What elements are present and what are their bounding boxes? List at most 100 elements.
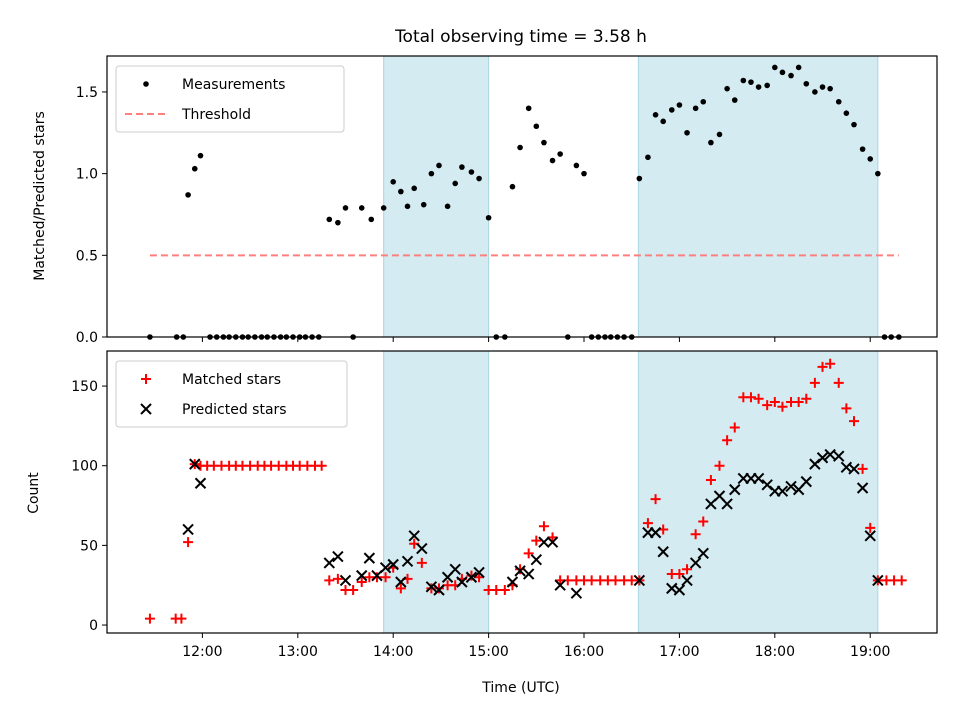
y-tick-label: 150 bbox=[71, 379, 98, 395]
measurement-point bbox=[452, 180, 459, 187]
measurement-point bbox=[517, 144, 523, 151]
matched-stars-point bbox=[857, 463, 868, 474]
predicted-stars-point bbox=[356, 569, 368, 582]
predicted-stars-point bbox=[721, 498, 733, 510]
measurement-point bbox=[533, 123, 540, 130]
predicted-stars-point bbox=[522, 568, 535, 580]
measurement-point bbox=[660, 118, 666, 125]
matched-stars-point bbox=[499, 584, 510, 595]
legend: Matched stars Predicted stars bbox=[115, 360, 348, 428]
y-tick-label: 100 bbox=[71, 459, 98, 475]
measurement-point bbox=[485, 214, 492, 221]
predicted-stars-point bbox=[856, 482, 869, 494]
y-tick-label: 1.0 bbox=[76, 167, 98, 183]
predicted-stars-point bbox=[800, 475, 813, 488]
x-tick-label: 16:00 bbox=[564, 644, 604, 660]
predicted-stars-point bbox=[530, 554, 543, 566]
measurement-point bbox=[788, 72, 794, 79]
predicted-stars-point bbox=[538, 536, 550, 548]
measurement-point bbox=[676, 102, 683, 108]
measurement-point bbox=[581, 170, 587, 177]
y-tick-label: 1.5 bbox=[76, 85, 98, 101]
measurement-point bbox=[468, 169, 475, 175]
predicted-stars-point bbox=[408, 530, 420, 542]
measurement-point bbox=[549, 157, 556, 164]
predicted-stars-point bbox=[824, 448, 836, 461]
measurement-point bbox=[867, 156, 874, 162]
predicted-stars-point bbox=[546, 536, 559, 548]
measurement-point bbox=[851, 121, 857, 128]
measurement-point bbox=[748, 79, 754, 85]
legend-measurement-swatch bbox=[143, 81, 149, 87]
predicted-stars-point bbox=[433, 584, 445, 596]
panel-ratio: 0.0 0.5 1.0 1.5 Measurements Threshold bbox=[76, 55, 938, 346]
matched-stars-point bbox=[531, 535, 542, 546]
legend-label: Predicted stars bbox=[182, 402, 287, 418]
matched-stars-point bbox=[491, 584, 502, 595]
measurement-point bbox=[444, 203, 451, 210]
matched-stars-point bbox=[745, 392, 756, 403]
matched-stars-point bbox=[729, 422, 740, 433]
measurement-point bbox=[557, 151, 563, 157]
measurement-point bbox=[436, 162, 442, 169]
predicted-stars-point bbox=[332, 550, 344, 563]
measurement-point bbox=[420, 201, 427, 208]
measurement-point bbox=[843, 110, 850, 116]
measurement-point bbox=[755, 84, 762, 90]
shaded-interval-1 bbox=[383, 55, 490, 338]
predicted-stars-point bbox=[816, 452, 829, 464]
measurement-point bbox=[185, 192, 191, 198]
matched-stars-point bbox=[395, 583, 406, 594]
series-predicted-stars bbox=[182, 448, 884, 599]
measurement-point bbox=[812, 89, 818, 95]
predicted-stars-point bbox=[570, 587, 583, 599]
x-tick-label: 13:00 bbox=[278, 644, 318, 660]
panel-frame bbox=[106, 350, 938, 634]
measurement-point bbox=[342, 205, 349, 211]
measurement-point bbox=[398, 188, 404, 195]
predicted-stars-point bbox=[416, 542, 428, 555]
predicted-stars-point bbox=[689, 557, 702, 569]
measurement-point bbox=[875, 170, 881, 177]
predicted-stars-point bbox=[633, 574, 646, 587]
y-tick-label: 0.0 bbox=[76, 330, 98, 346]
predicted-stars-point bbox=[182, 523, 194, 536]
matched-stars-point bbox=[515, 564, 526, 575]
measurement-point bbox=[684, 129, 690, 136]
predicted-stars-point bbox=[673, 584, 686, 596]
predicted-stars-point bbox=[379, 561, 392, 574]
measurement-point bbox=[573, 162, 580, 169]
measurement-point bbox=[509, 183, 516, 190]
predicted-stars-point bbox=[387, 558, 399, 571]
x-tick-label: 15:00 bbox=[468, 644, 508, 660]
measurement-point bbox=[404, 203, 411, 210]
measurement-point bbox=[772, 64, 778, 71]
matched-stars-point bbox=[896, 575, 907, 586]
matched-stars-point bbox=[538, 521, 549, 532]
matched-stars-point bbox=[380, 572, 391, 583]
legend-box bbox=[115, 360, 348, 428]
measurement-point bbox=[803, 80, 810, 87]
matched-stars-point bbox=[610, 575, 621, 586]
predicted-stars-point bbox=[473, 566, 485, 579]
matched-stars-point bbox=[356, 577, 367, 588]
matched-stars-point bbox=[865, 522, 876, 533]
series-measurements bbox=[147, 64, 902, 340]
predicted-stars-point bbox=[456, 576, 468, 588]
predicted-stars-point bbox=[681, 574, 693, 587]
panel-count: 0 50 100 150 12:00 13:00 14:00 15:00 16:00 17:00 1… bbox=[71, 350, 938, 660]
predicted-stars-point bbox=[785, 480, 797, 493]
chart-title: Total observing time = 3.58 h bbox=[394, 27, 647, 47]
predicted-stars-point bbox=[194, 477, 207, 489]
shaded-interval-2 bbox=[637, 55, 879, 338]
x-tick-label: 19:00 bbox=[850, 644, 890, 660]
measurement-point bbox=[390, 178, 397, 185]
x-tick-label: 17:00 bbox=[659, 644, 699, 660]
predicted-stars-point bbox=[425, 581, 438, 593]
measurement-point bbox=[700, 98, 707, 105]
matched-stars-point bbox=[642, 518, 653, 529]
measurement-point bbox=[724, 85, 730, 92]
predicted-stars-point bbox=[401, 555, 414, 568]
